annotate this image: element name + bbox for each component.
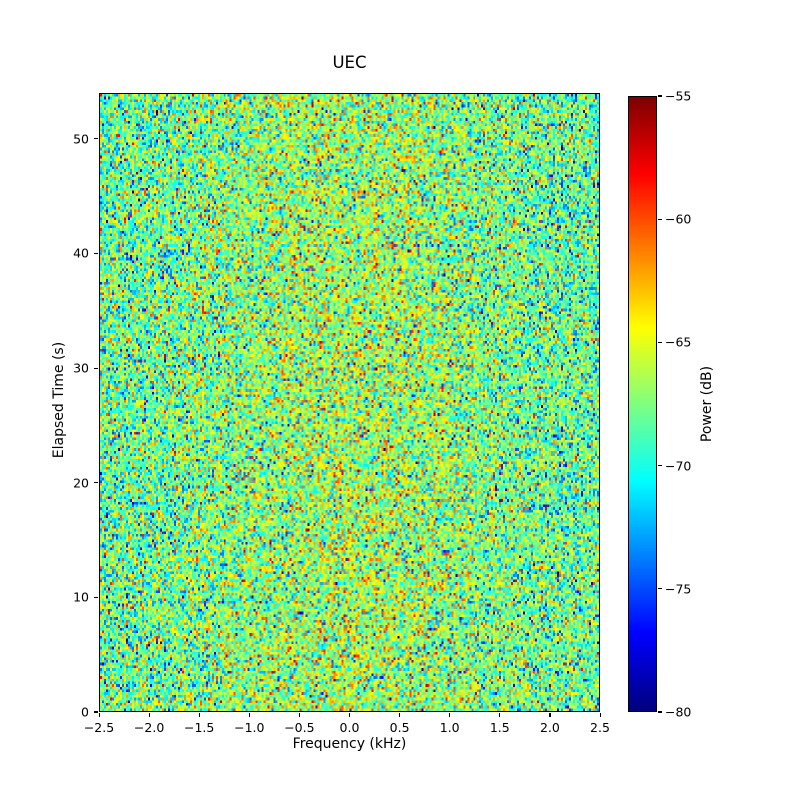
x-tick-label: −1.5 — [184, 720, 215, 735]
spectrogram-plot — [99, 93, 600, 712]
x-tick — [349, 713, 351, 717]
y-tick-label: 30 — [73, 360, 89, 376]
colorbar-tick — [658, 218, 662, 220]
y-tick-label: 20 — [73, 475, 89, 491]
y-tick-label: 50 — [73, 131, 89, 147]
colorbar-tick-label: −75 — [665, 581, 692, 597]
x-tick — [148, 713, 150, 717]
x-tick-label: 0.0 — [339, 720, 360, 735]
x-tick — [399, 713, 401, 717]
plot-title: UEC — [332, 53, 367, 72]
y-tick-label: 40 — [73, 245, 89, 261]
x-tick-label: −2.0 — [133, 720, 165, 735]
y-tick — [94, 138, 98, 140]
x-tick — [98, 713, 100, 717]
x-tick-label: 2.0 — [539, 720, 560, 735]
y-tick — [94, 367, 98, 369]
colorbar-tick-label: −80 — [665, 704, 692, 720]
x-tick — [549, 713, 551, 717]
x-tick — [248, 713, 250, 717]
x-tick-label: 0.5 — [389, 720, 410, 735]
x-tick — [499, 713, 501, 717]
y-axis-label: Elapsed Time (s) — [51, 341, 67, 459]
y-tick-label: 0 — [81, 704, 89, 720]
x-tick-label: −1.0 — [234, 720, 265, 735]
x-tick — [198, 713, 200, 717]
x-tick — [599, 713, 601, 717]
x-tick — [449, 713, 451, 717]
x-axis-label: Frequency (kHz) — [292, 736, 407, 752]
colorbar-label: Power (dB) — [699, 365, 715, 443]
colorbar-tick-label: −70 — [665, 458, 692, 474]
y-tick — [94, 252, 98, 255]
y-tick — [94, 596, 98, 598]
x-tick-label: −2.5 — [83, 720, 115, 735]
y-tick — [94, 711, 98, 713]
x-tick — [298, 713, 301, 717]
x-tick-label: 1.0 — [439, 720, 460, 735]
colorbar-tick — [658, 465, 662, 467]
colorbar-tick — [658, 711, 662, 713]
colorbar-tick — [658, 341, 662, 343]
colorbar-tick — [658, 588, 662, 590]
x-tick-label: 2.5 — [590, 720, 610, 735]
x-tick-label: 1.5 — [489, 720, 510, 735]
y-tick-label: 10 — [73, 589, 89, 605]
spectrogram-canvas — [100, 94, 599, 711]
x-tick-label: −0.5 — [284, 720, 315, 735]
colorbar-tick-label: −65 — [665, 334, 692, 350]
colorbar-tick-label: −55 — [665, 88, 692, 104]
colorbar — [628, 96, 657, 712]
y-tick — [94, 482, 98, 484]
colorbar-canvas — [629, 97, 656, 711]
colorbar-tick-label: −60 — [665, 211, 692, 227]
colorbar-tick — [658, 95, 662, 97]
